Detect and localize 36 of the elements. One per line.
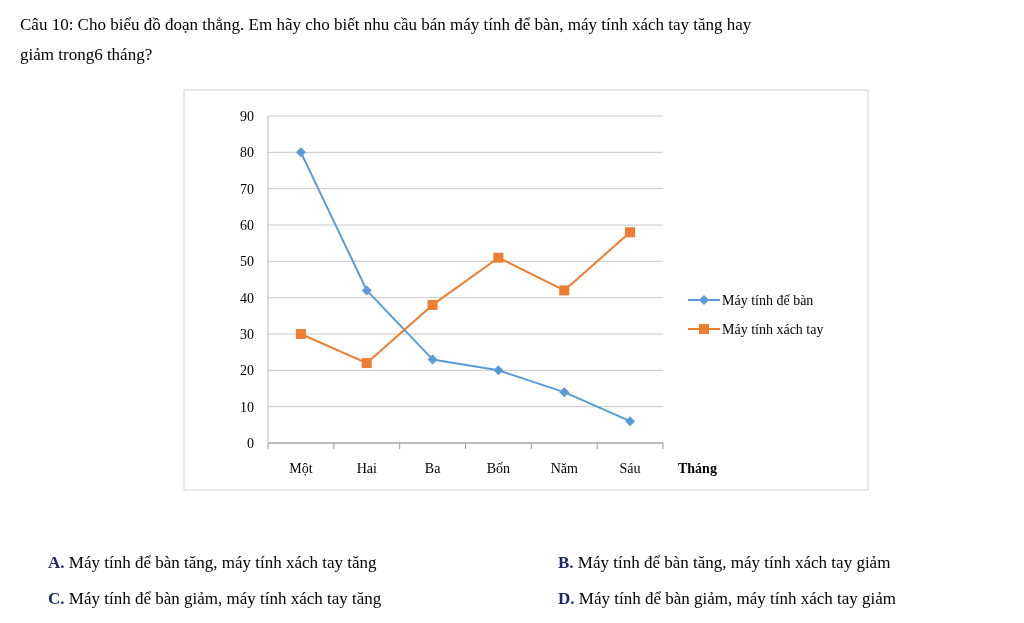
point [559,285,570,296]
y-tick-label: 40 [240,290,254,306]
point [427,299,438,310]
y-tick-label: 60 [240,217,254,233]
point [427,354,438,365]
text: C. Máy tính để bàn giảm, máy tính xách tay tăng [48,589,382,608]
text: B. Máy tính để bàn tăng, máy tính xách tay giảm [558,553,891,572]
y-tick-label: 20 [240,363,254,379]
x-tick-label: Năm [550,461,578,476]
point [625,416,636,427]
x-tick-label: Bốn [486,461,511,476]
x-axis-title: Tháng [678,461,717,476]
chart-title: Câu 10: Cho biểu đồ đoạn thẳng. Em hãy cho biết nhu cầu bán máy tính để bàn, máy tính xách tay tăng hay giảm trong6 tháng? [20,15,752,64]
legend-label: Máy tính xách tay [722,321,824,337]
point [493,365,504,376]
point [295,147,306,158]
y-tick-label: 0 [247,435,254,451]
x-tick-label: Hai [356,461,377,476]
x-tick-label: Sáu [619,461,641,476]
y-tick-label: 50 [240,254,254,270]
point [625,227,636,238]
x-tick-label: Ba [424,461,442,476]
text: A. Máy tính để bàn tăng, máy tính xách tay tăng [48,553,378,572]
y-tick-label: 70 [240,181,254,197]
point [361,285,372,296]
y-tick-label: 10 [240,399,254,415]
legend-label: Máy tính để bàn [722,292,814,308]
y-tick-label: 90 [240,108,254,124]
y-tick-label: 80 [240,145,254,161]
text: D. Máy tính để bàn giảm, máy tính xách tay giảm [558,589,897,608]
y-tick-label: 30 [240,326,254,342]
point [559,387,570,398]
point [493,252,504,263]
point [361,358,372,369]
x-tick-label: Một [289,461,313,476]
point [295,329,306,339]
